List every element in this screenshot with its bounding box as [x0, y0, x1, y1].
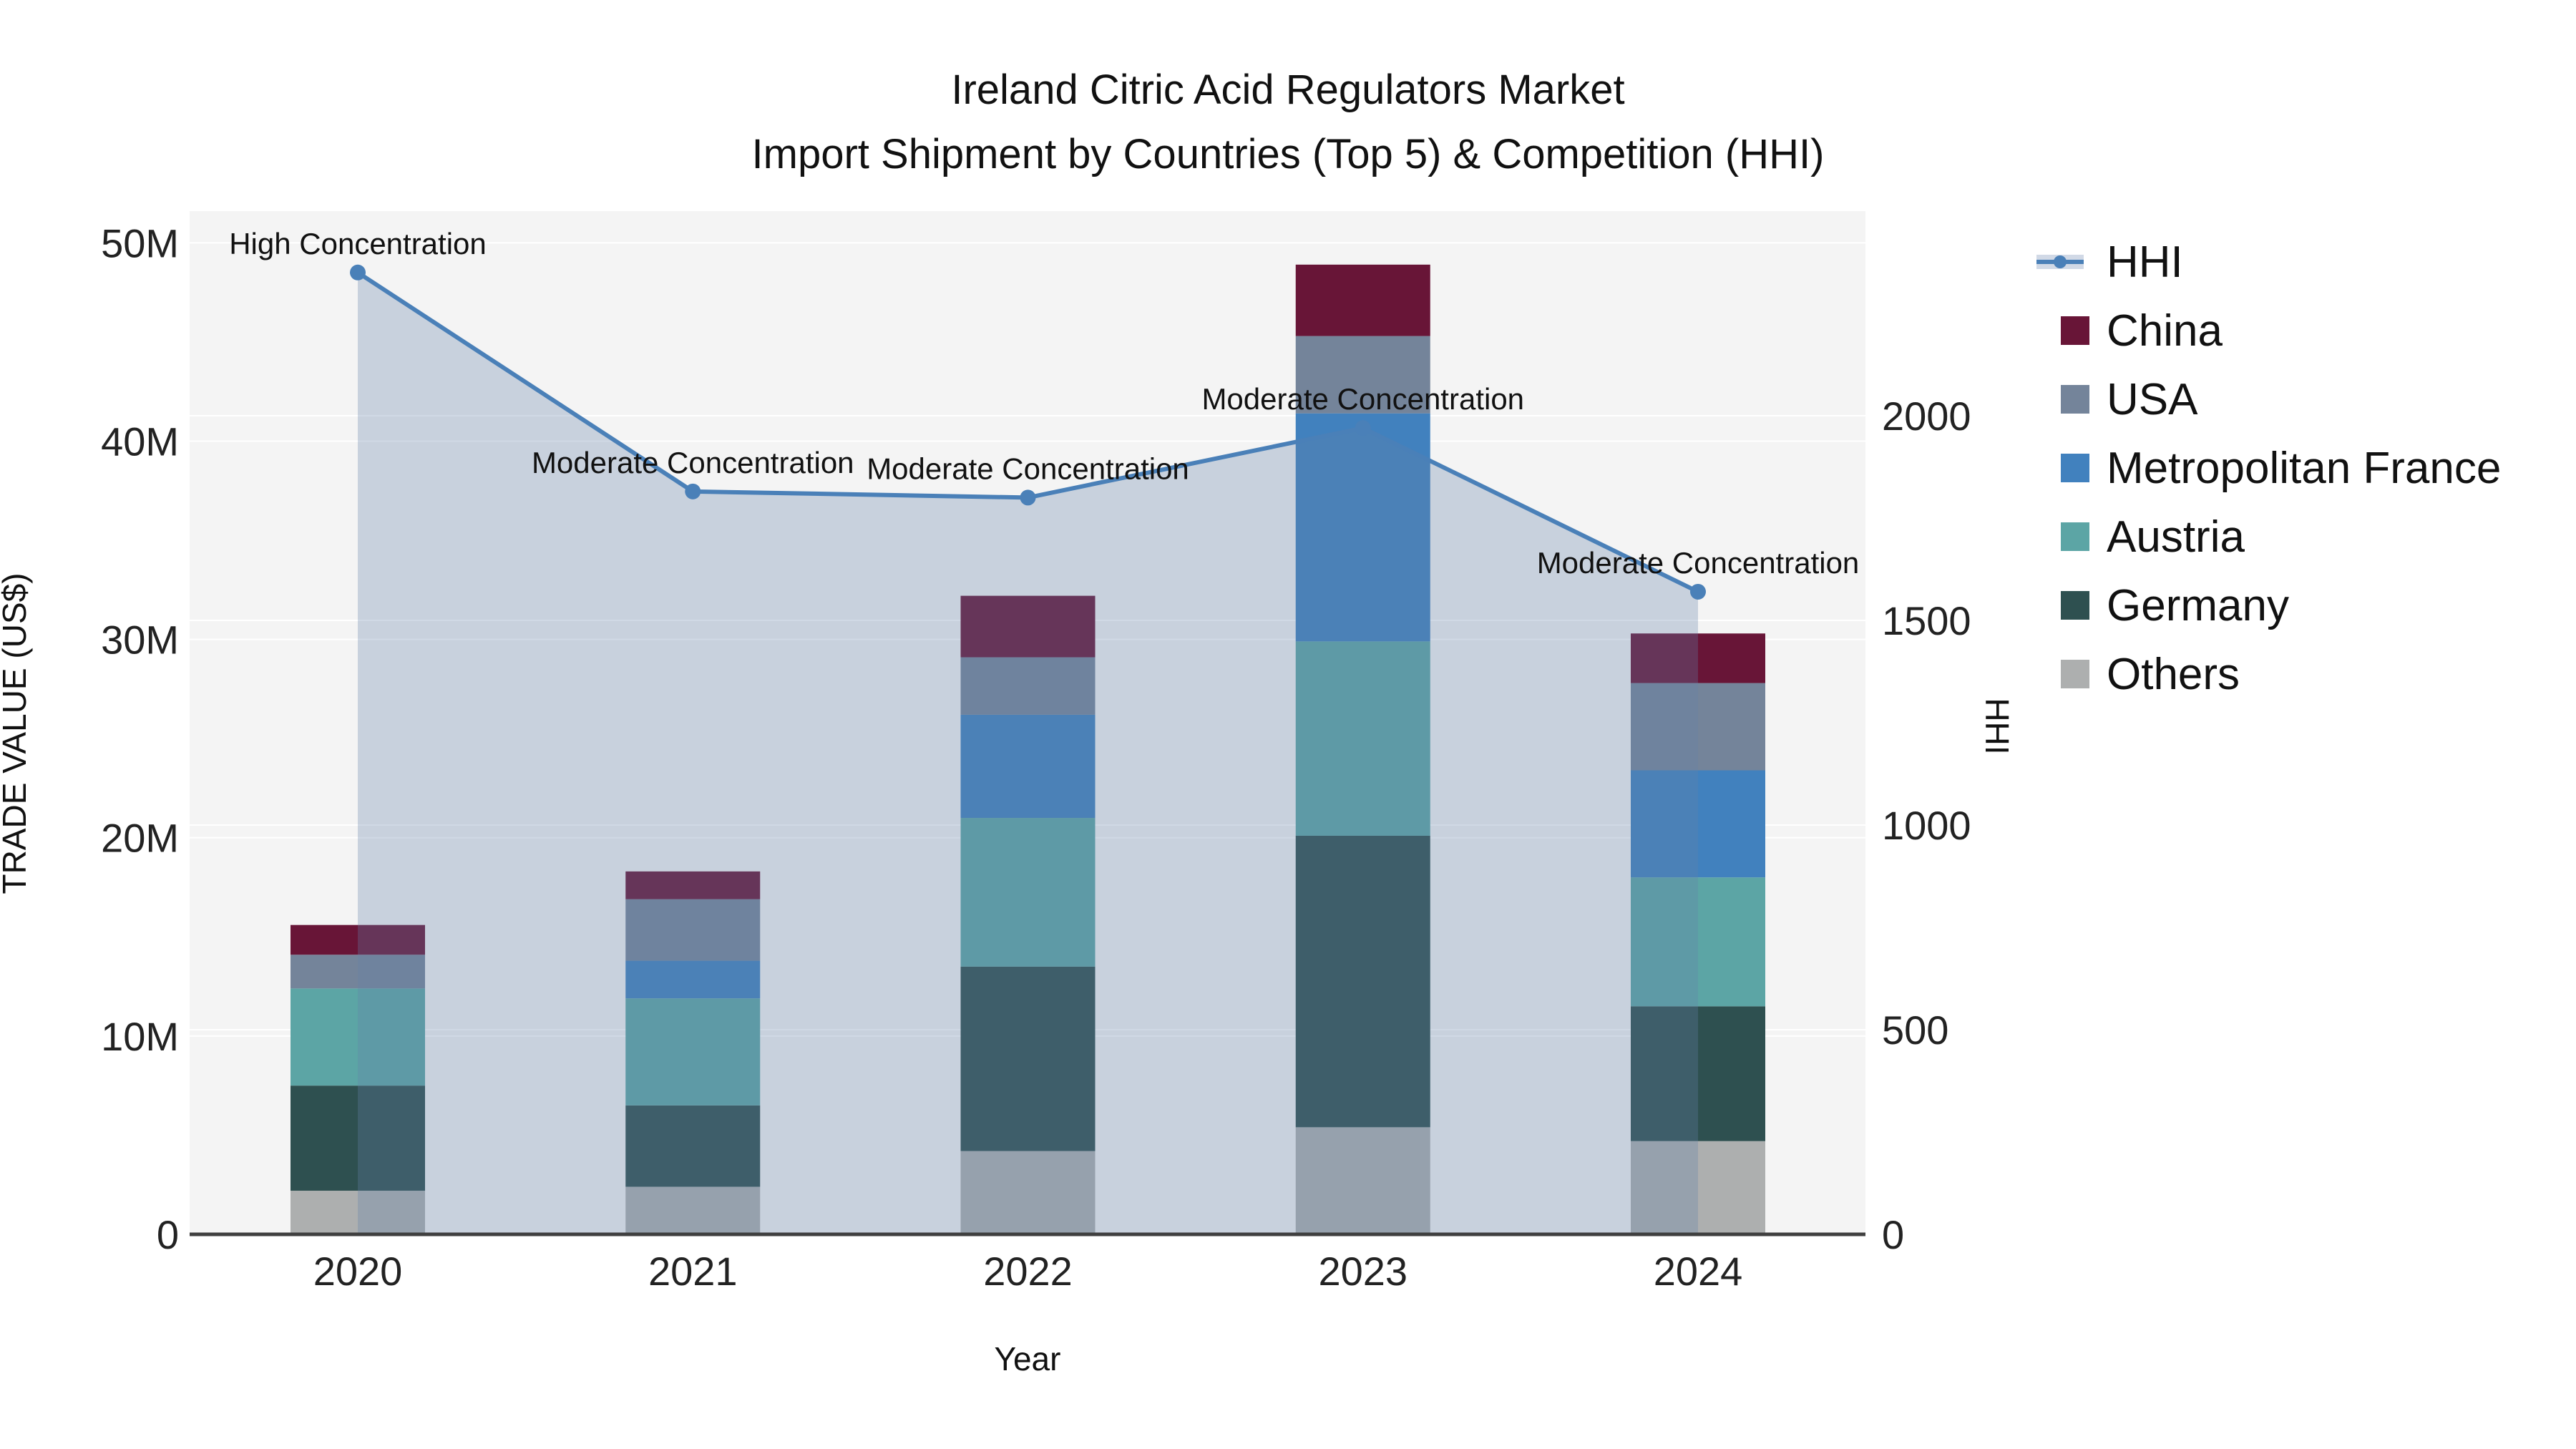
legend-item-hhi[interactable]: HHI [2036, 228, 2501, 296]
x-tick-label-2020: 2020 [313, 1249, 403, 1294]
y-tick-label-40M: 40M [101, 419, 179, 464]
annotation-2024: Moderate Concentration [1537, 546, 1860, 580]
hhi-marker-2021[interactable] [685, 483, 701, 499]
y-tick-label-0: 0 [157, 1212, 179, 1257]
y2-axis-title: HHI [1979, 698, 2016, 754]
legend-label-china: China [2107, 306, 2223, 356]
bar-segment-metropolitan-france-2024[interactable] [1631, 770, 1765, 878]
legend-item-china[interactable]: China [2036, 296, 2501, 365]
hhi-marker-2022[interactable] [1020, 489, 1036, 506]
legend-label-hhi: HHI [2107, 237, 2183, 287]
legend-item-germany[interactable]: Germany [2036, 571, 2501, 640]
legend-swatch-austria-icon [2061, 522, 2089, 551]
bar-segment-austria-2023[interactable] [1295, 641, 1430, 836]
y2-tick-label-0: 0 [1882, 1212, 1904, 1257]
bar-segment-germany-2021[interactable] [625, 1105, 761, 1187]
x-tick-label-2023: 2023 [1318, 1249, 1407, 1294]
bar-segment-others-2024[interactable] [1631, 1141, 1765, 1234]
x-axis-title: Year [995, 1340, 1061, 1377]
legend-label-germany: Germany [2107, 580, 2289, 630]
y2-tick-label-1500: 1500 [1882, 598, 1971, 643]
bar-segment-austria-2022[interactable] [960, 818, 1096, 967]
x-tick-label-2021: 2021 [648, 1249, 738, 1294]
bar-segment-others-2020[interactable] [291, 1191, 425, 1234]
bar-segment-china-2022[interactable] [960, 595, 1096, 658]
hhi-line-sample-icon [2036, 245, 2084, 279]
bar-segment-germany-2023[interactable] [1295, 835, 1430, 1128]
bar-segment-usa-2024[interactable] [1631, 683, 1765, 771]
hhi-marker-2023[interactable] [1355, 420, 1371, 436]
legend-item-others[interactable]: Others [2036, 640, 2501, 708]
y2-tick-label-2000: 2000 [1882, 394, 1971, 439]
bar-segment-metropolitan-france-2021[interactable] [625, 960, 761, 999]
y-axis-title: TRADE VALUE (US$) [0, 572, 33, 894]
bar-segment-others-2022[interactable] [960, 1151, 1096, 1234]
annotation-2023: Moderate Concentration [1201, 382, 1524, 416]
legend-item-metropolitan-france[interactable]: Metropolitan France [2036, 434, 2501, 502]
x-tick-label-2024: 2024 [1654, 1249, 1743, 1294]
bar-segment-china-2024[interactable] [1631, 633, 1765, 683]
bar-segment-usa-2020[interactable] [291, 955, 425, 989]
hhi-line-marker [2054, 255, 2067, 268]
bar-segment-usa-2022[interactable] [960, 657, 1096, 715]
bar-segment-china-2020[interactable] [291, 924, 425, 955]
x-tick-label-2022: 2022 [983, 1249, 1073, 1294]
legend-swatch-usa-icon [2061, 385, 2089, 414]
y2-tick-label-500: 500 [1882, 1008, 1948, 1053]
y-tick-label-30M: 30M [101, 618, 179, 663]
legend-label-others: Others [2107, 649, 2240, 699]
page-title-line-2: Import Shipment by Countries (Top 5) & C… [751, 131, 1825, 177]
legend-label-metropolitan-france: Metropolitan France [2107, 443, 2502, 493]
legend-swatch-metropolitan-france-icon [2061, 454, 2089, 482]
y2-tick-label-1000: 1000 [1882, 803, 1971, 848]
bar-segment-germany-2020[interactable] [291, 1085, 425, 1191]
y-tick-label-50M: 50M [101, 220, 179, 265]
legend-item-usa[interactable]: USA [2036, 365, 2501, 434]
bar-segment-usa-2021[interactable] [625, 899, 761, 961]
bar-segment-austria-2020[interactable] [291, 988, 425, 1086]
hhi-marker-2020[interactable] [350, 264, 366, 280]
bar-segment-austria-2024[interactable] [1631, 877, 1765, 1007]
bar-segment-germany-2024[interactable] [1631, 1006, 1765, 1141]
bar-segment-usa-2023[interactable] [1295, 336, 1430, 414]
legend-item-austria[interactable]: Austria [2036, 502, 2501, 571]
bar-segment-others-2021[interactable] [625, 1186, 761, 1234]
y-tick-label-10M: 10M [101, 1014, 179, 1059]
hhi-marker-2024[interactable] [1690, 583, 1706, 600]
legend-swatch-others-icon [2061, 660, 2089, 688]
legend-label-usa: USA [2107, 374, 2198, 424]
annotation-2020: High Concentration [229, 227, 487, 260]
bar-segment-others-2023[interactable] [1295, 1127, 1430, 1234]
hhi-area [358, 272, 1698, 1234]
legend-swatch-germany-icon [2061, 591, 2089, 620]
bar-segment-china-2023[interactable] [1295, 264, 1430, 336]
legend-label-austria: Austria [2107, 512, 2245, 562]
bar-segment-germany-2022[interactable] [960, 966, 1096, 1151]
y-tick-label-20M: 20M [101, 816, 179, 861]
page-title-line-1: Ireland Citric Acid Regulators Market [951, 67, 1625, 113]
bar-segment-china-2021[interactable] [625, 871, 761, 899]
annotation-2022: Moderate Concentration [867, 452, 1189, 485]
annotation-2021: Moderate Concentration [532, 446, 854, 479]
legend: HHI China USA Metropolitan France Austria Ger… [2036, 228, 2501, 708]
legend-swatch-china-icon [2061, 316, 2089, 345]
bar-segment-austria-2021[interactable] [625, 998, 761, 1106]
bar-segment-metropolitan-france-2022[interactable] [960, 714, 1096, 819]
